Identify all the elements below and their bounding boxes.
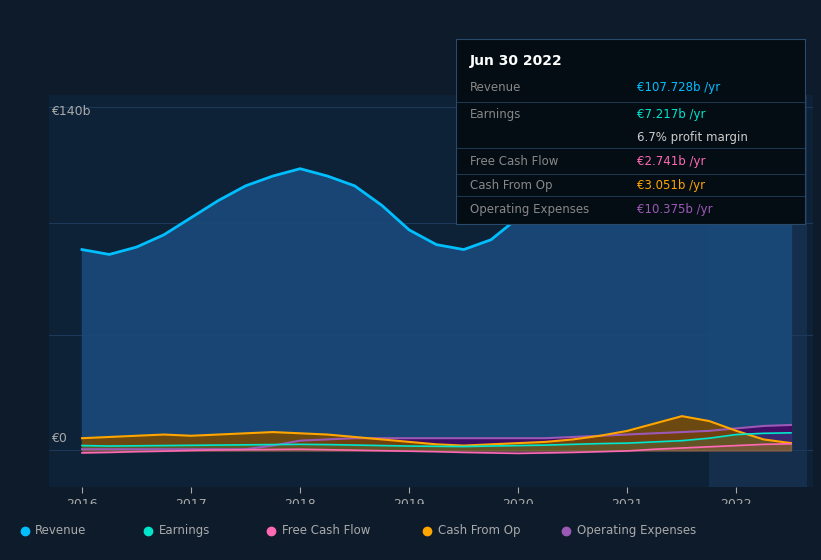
- Text: Revenue: Revenue: [35, 524, 87, 538]
- Bar: [709, 95, 807, 487]
- Text: Revenue: Revenue: [470, 81, 521, 94]
- Text: €10.375b /yr: €10.375b /yr: [637, 203, 713, 216]
- Text: Free Cash Flow: Free Cash Flow: [282, 524, 370, 538]
- Text: €2.741b /yr: €2.741b /yr: [637, 155, 705, 167]
- Text: Free Cash Flow: Free Cash Flow: [470, 155, 558, 167]
- Text: €107.728b /yr: €107.728b /yr: [637, 81, 720, 94]
- Text: Jun 30 2022: Jun 30 2022: [470, 54, 562, 68]
- Text: Cash From Op: Cash From Op: [438, 524, 520, 538]
- Text: Cash From Op: Cash From Op: [470, 179, 552, 192]
- Text: Earnings: Earnings: [470, 109, 521, 122]
- Text: €0: €0: [51, 432, 67, 445]
- Text: 6.7% profit margin: 6.7% profit margin: [637, 130, 748, 144]
- Text: €7.217b /yr: €7.217b /yr: [637, 109, 705, 122]
- Text: €3.051b /yr: €3.051b /yr: [637, 179, 705, 192]
- Text: Operating Expenses: Operating Expenses: [577, 524, 696, 538]
- Text: Operating Expenses: Operating Expenses: [470, 203, 589, 216]
- Text: €140b: €140b: [51, 105, 90, 118]
- Text: Earnings: Earnings: [158, 524, 210, 538]
